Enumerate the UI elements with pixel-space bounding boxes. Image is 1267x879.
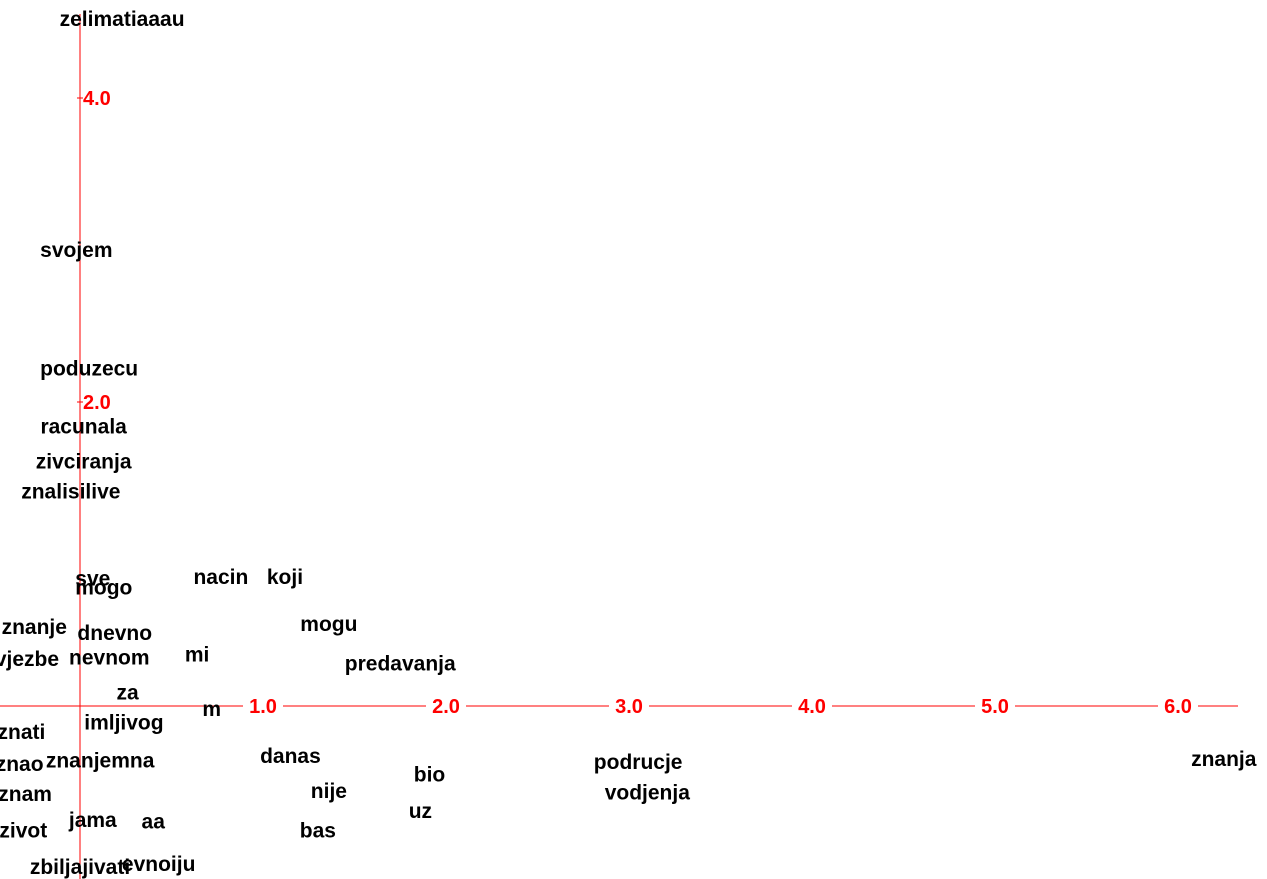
word-point: koji bbox=[267, 566, 303, 589]
x-tick-gap bbox=[426, 696, 466, 716]
word-point: vodjenja bbox=[605, 782, 691, 805]
x-tick-label: 3.0 bbox=[615, 696, 643, 718]
word-point: nije bbox=[311, 780, 347, 803]
word-point: zelimatiaaau bbox=[60, 8, 185, 31]
x-tick-gap bbox=[243, 696, 283, 716]
word-points: zelimatiaaau svojem poduzecu racunala zivcir… bbox=[0, 8, 1257, 879]
word-point: znalisilive bbox=[21, 481, 120, 504]
word-point: za bbox=[116, 681, 139, 704]
x-tick-label: 2.0 bbox=[432, 696, 460, 718]
word-point: mi bbox=[185, 643, 210, 666]
tick-labels: 1.0 2.0 3.0 4.0 5.0 6.0 2.0 4.0 bbox=[77, 88, 1198, 718]
word-point: uz bbox=[409, 800, 432, 823]
x-tick-label: 6.0 bbox=[1164, 696, 1192, 718]
word-point: znanja bbox=[1191, 748, 1257, 771]
word-point: znati bbox=[0, 721, 45, 744]
word-point: poduzecu bbox=[40, 358, 138, 381]
word-point: predavanja bbox=[345, 652, 456, 675]
word-point: zivciranja bbox=[36, 450, 132, 473]
word-point: evnoiju bbox=[122, 853, 196, 876]
word-point: znanjemna bbox=[46, 750, 155, 773]
word-point: zivot bbox=[0, 820, 47, 843]
x-tick-gap bbox=[1158, 696, 1198, 716]
word-point: nacin bbox=[193, 566, 248, 589]
word-point: bas bbox=[300, 820, 336, 843]
word-point: znanje bbox=[2, 616, 67, 639]
word-point: vjezbe bbox=[0, 648, 59, 671]
word-point: imljivog bbox=[84, 712, 163, 735]
word-point: aa bbox=[142, 811, 166, 834]
x-tick-label: 5.0 bbox=[981, 696, 1009, 718]
word-point: mogo bbox=[75, 576, 132, 599]
word-point: dnevno bbox=[77, 622, 152, 645]
x-tick-label: 1.0 bbox=[249, 696, 277, 718]
x-tick-gap bbox=[609, 696, 649, 716]
word-point: danas bbox=[260, 745, 321, 768]
word-point: sve bbox=[75, 567, 110, 590]
word-point: racunala bbox=[40, 415, 127, 438]
x-tick-gap bbox=[975, 696, 1015, 716]
word-point: znao bbox=[0, 753, 44, 776]
word-point: znam bbox=[0, 783, 52, 806]
word-point: mogu bbox=[300, 613, 357, 636]
x-tick-gap bbox=[792, 696, 832, 716]
word-point: m bbox=[202, 698, 221, 721]
y-tick-label: 2.0 bbox=[83, 392, 111, 414]
word-point: bio bbox=[414, 763, 446, 786]
y-tick-label: 4.0 bbox=[83, 88, 111, 110]
x-tick-label: 4.0 bbox=[798, 696, 826, 718]
axes bbox=[0, 14, 1238, 879]
word-point: podrucje bbox=[594, 751, 683, 774]
word-point: svojem bbox=[40, 239, 112, 262]
word-point: jama bbox=[68, 809, 117, 832]
word-point: zbiljajivati bbox=[30, 856, 130, 879]
word-point: nevnom bbox=[69, 646, 150, 669]
